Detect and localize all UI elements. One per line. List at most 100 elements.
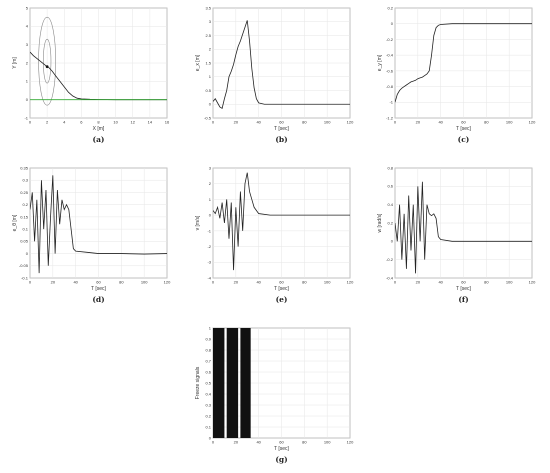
x-tick-label: 100 [506, 120, 513, 125]
x-tick-label: 14 [148, 120, 153, 125]
y-tick-label: 2.5 [205, 33, 211, 38]
x-tick-label: 20 [234, 440, 239, 445]
x-tick-label: 0 [212, 440, 215, 445]
y-tick-label: 0.7 [205, 358, 211, 363]
y-tick-label: 0.4 [387, 202, 393, 207]
y-tick-label: 0.5 [205, 380, 211, 385]
y-tick-label: 1 [209, 325, 212, 330]
y-tick-label: -0.2 [386, 257, 394, 262]
freeze-block [226, 328, 239, 438]
x-axis-label: T [sec] [456, 286, 472, 292]
data-layer-g [213, 328, 251, 438]
x-axis-label: T [sec] [274, 286, 290, 292]
data-layer-d [30, 175, 167, 274]
data-layer-f [395, 181, 532, 274]
y-tick-label: 3 [209, 19, 212, 24]
y-tick-label: 0.25 [20, 190, 29, 195]
x-tick-label: 20 [416, 120, 421, 125]
x-tick-label: 120 [529, 280, 536, 285]
y-tick-label: -3 [207, 260, 211, 265]
panel-b: 0 20 40 60 80 100 120-0.500.511.522.533.5T [se… [195, 5, 354, 144]
series-line-d-0 [30, 175, 167, 274]
y-tick-label: 0.35 [20, 165, 29, 170]
x-tick-label: 10 [113, 120, 118, 125]
series-line-b-0 [213, 20, 350, 110]
y-axis-label: e_θ [m] [12, 214, 18, 231]
y-axis-label: v [m/s] [195, 215, 201, 230]
panel-d: 0 20 40 60 80 100 120 -0.1 -0.05 0 0.05 0.1 0.15 0.2 0… [12, 165, 171, 304]
y-axis-label: e_y [m] [377, 54, 383, 71]
x-tick-label: 60 [96, 280, 101, 285]
y-tick-label: 0 [209, 102, 212, 107]
panel-f: 0 20 40 60 80 100 120 -0.4 -0.2 0 0.2 0.4 0.6 0.8 T [s… [377, 165, 536, 304]
y-tick-label: 5 [26, 5, 29, 10]
x-tick-label: 80 [484, 120, 489, 125]
x-tick-label: 0 [212, 280, 215, 285]
data-layer-b [213, 20, 350, 110]
panel-c: 0 20 40 60 80 100 120 -1.2 -1 -0.8 -0.6 -0.4 -0.2 0 0.… [377, 5, 536, 144]
series-line-e-0 [213, 172, 350, 271]
y-tick-label: -4 [207, 275, 211, 280]
data-layer-c [395, 23, 532, 103]
x-tick-label: 120 [164, 280, 171, 285]
y-tick-label: -1.2 [386, 115, 394, 120]
y-tick-label: 0.8 [387, 165, 393, 170]
x-tick-label: 60 [461, 120, 466, 125]
x-tick-label: 120 [347, 280, 354, 285]
x-tick-label: 100 [324, 440, 331, 445]
y-tick-label: 0.05 [20, 239, 29, 244]
y-tick-label: 0.5 [205, 88, 211, 93]
panel-caption: (a) [93, 135, 105, 144]
y-tick-label: 2 [209, 181, 212, 186]
y-tick-label: -0.4 [386, 53, 394, 58]
data-layer-a [30, 16, 167, 106]
panel-caption: (e) [276, 295, 288, 304]
y-tick-label: 2 [209, 47, 212, 52]
y-tick-label: 0.2 [387, 5, 393, 10]
y-tick-label: -0.6 [386, 68, 394, 73]
x-axis-label: T [sec] [274, 126, 290, 132]
y-tick-label: 1 [209, 74, 212, 79]
series-line-f-0 [395, 181, 532, 274]
y-tick-label: 0.3 [205, 402, 211, 407]
y-axis-label: e_x [m] [195, 54, 201, 71]
x-tick-label: 40 [256, 280, 261, 285]
x-tick-label: 40 [256, 120, 261, 125]
y-tick-label: 2 [26, 60, 29, 65]
x-tick-label: 60 [461, 280, 466, 285]
y-tick-label: 0.3 [22, 178, 28, 183]
y-tick-label: -0.2 [386, 37, 394, 42]
freeze-block [240, 328, 251, 438]
x-tick-label: 0 [394, 280, 397, 285]
x-tick-label: 0 [29, 120, 32, 125]
x-tick-label: 80 [302, 120, 307, 125]
x-tick-label: 8 [97, 120, 100, 125]
x-tick-label: 80 [484, 280, 489, 285]
x-tick-label: 100 [141, 280, 148, 285]
y-axis-label: Y [m] [12, 57, 18, 69]
panel-caption: (c) [458, 135, 470, 144]
y-tick-label: 0 [209, 435, 212, 440]
y-tick-label: 1 [26, 79, 29, 84]
y-tick-label: 0.15 [20, 214, 29, 219]
x-tick-label: 100 [506, 280, 513, 285]
y-tick-label: 0.8 [205, 347, 211, 352]
y-tick-label: 4 [26, 24, 29, 29]
panel-caption: (b) [275, 135, 287, 144]
panel-caption: (f) [458, 295, 468, 304]
x-tick-label: 0 [29, 280, 32, 285]
x-tick-label: 100 [324, 120, 331, 125]
x-tick-label: 0 [212, 120, 215, 125]
y-tick-label: 0.2 [22, 202, 28, 207]
x-tick-label: 80 [302, 280, 307, 285]
x-tick-label: 20 [416, 280, 421, 285]
x-tick-label: 40 [73, 280, 78, 285]
y-tick-label: 3 [26, 42, 29, 47]
y-tick-label: 0.4 [205, 391, 211, 396]
y-tick-label: 3 [209, 165, 212, 170]
x-tick-label: 80 [302, 440, 307, 445]
y-tick-label: 0.1 [22, 227, 28, 232]
x-axis-label: T [sec] [274, 446, 290, 452]
